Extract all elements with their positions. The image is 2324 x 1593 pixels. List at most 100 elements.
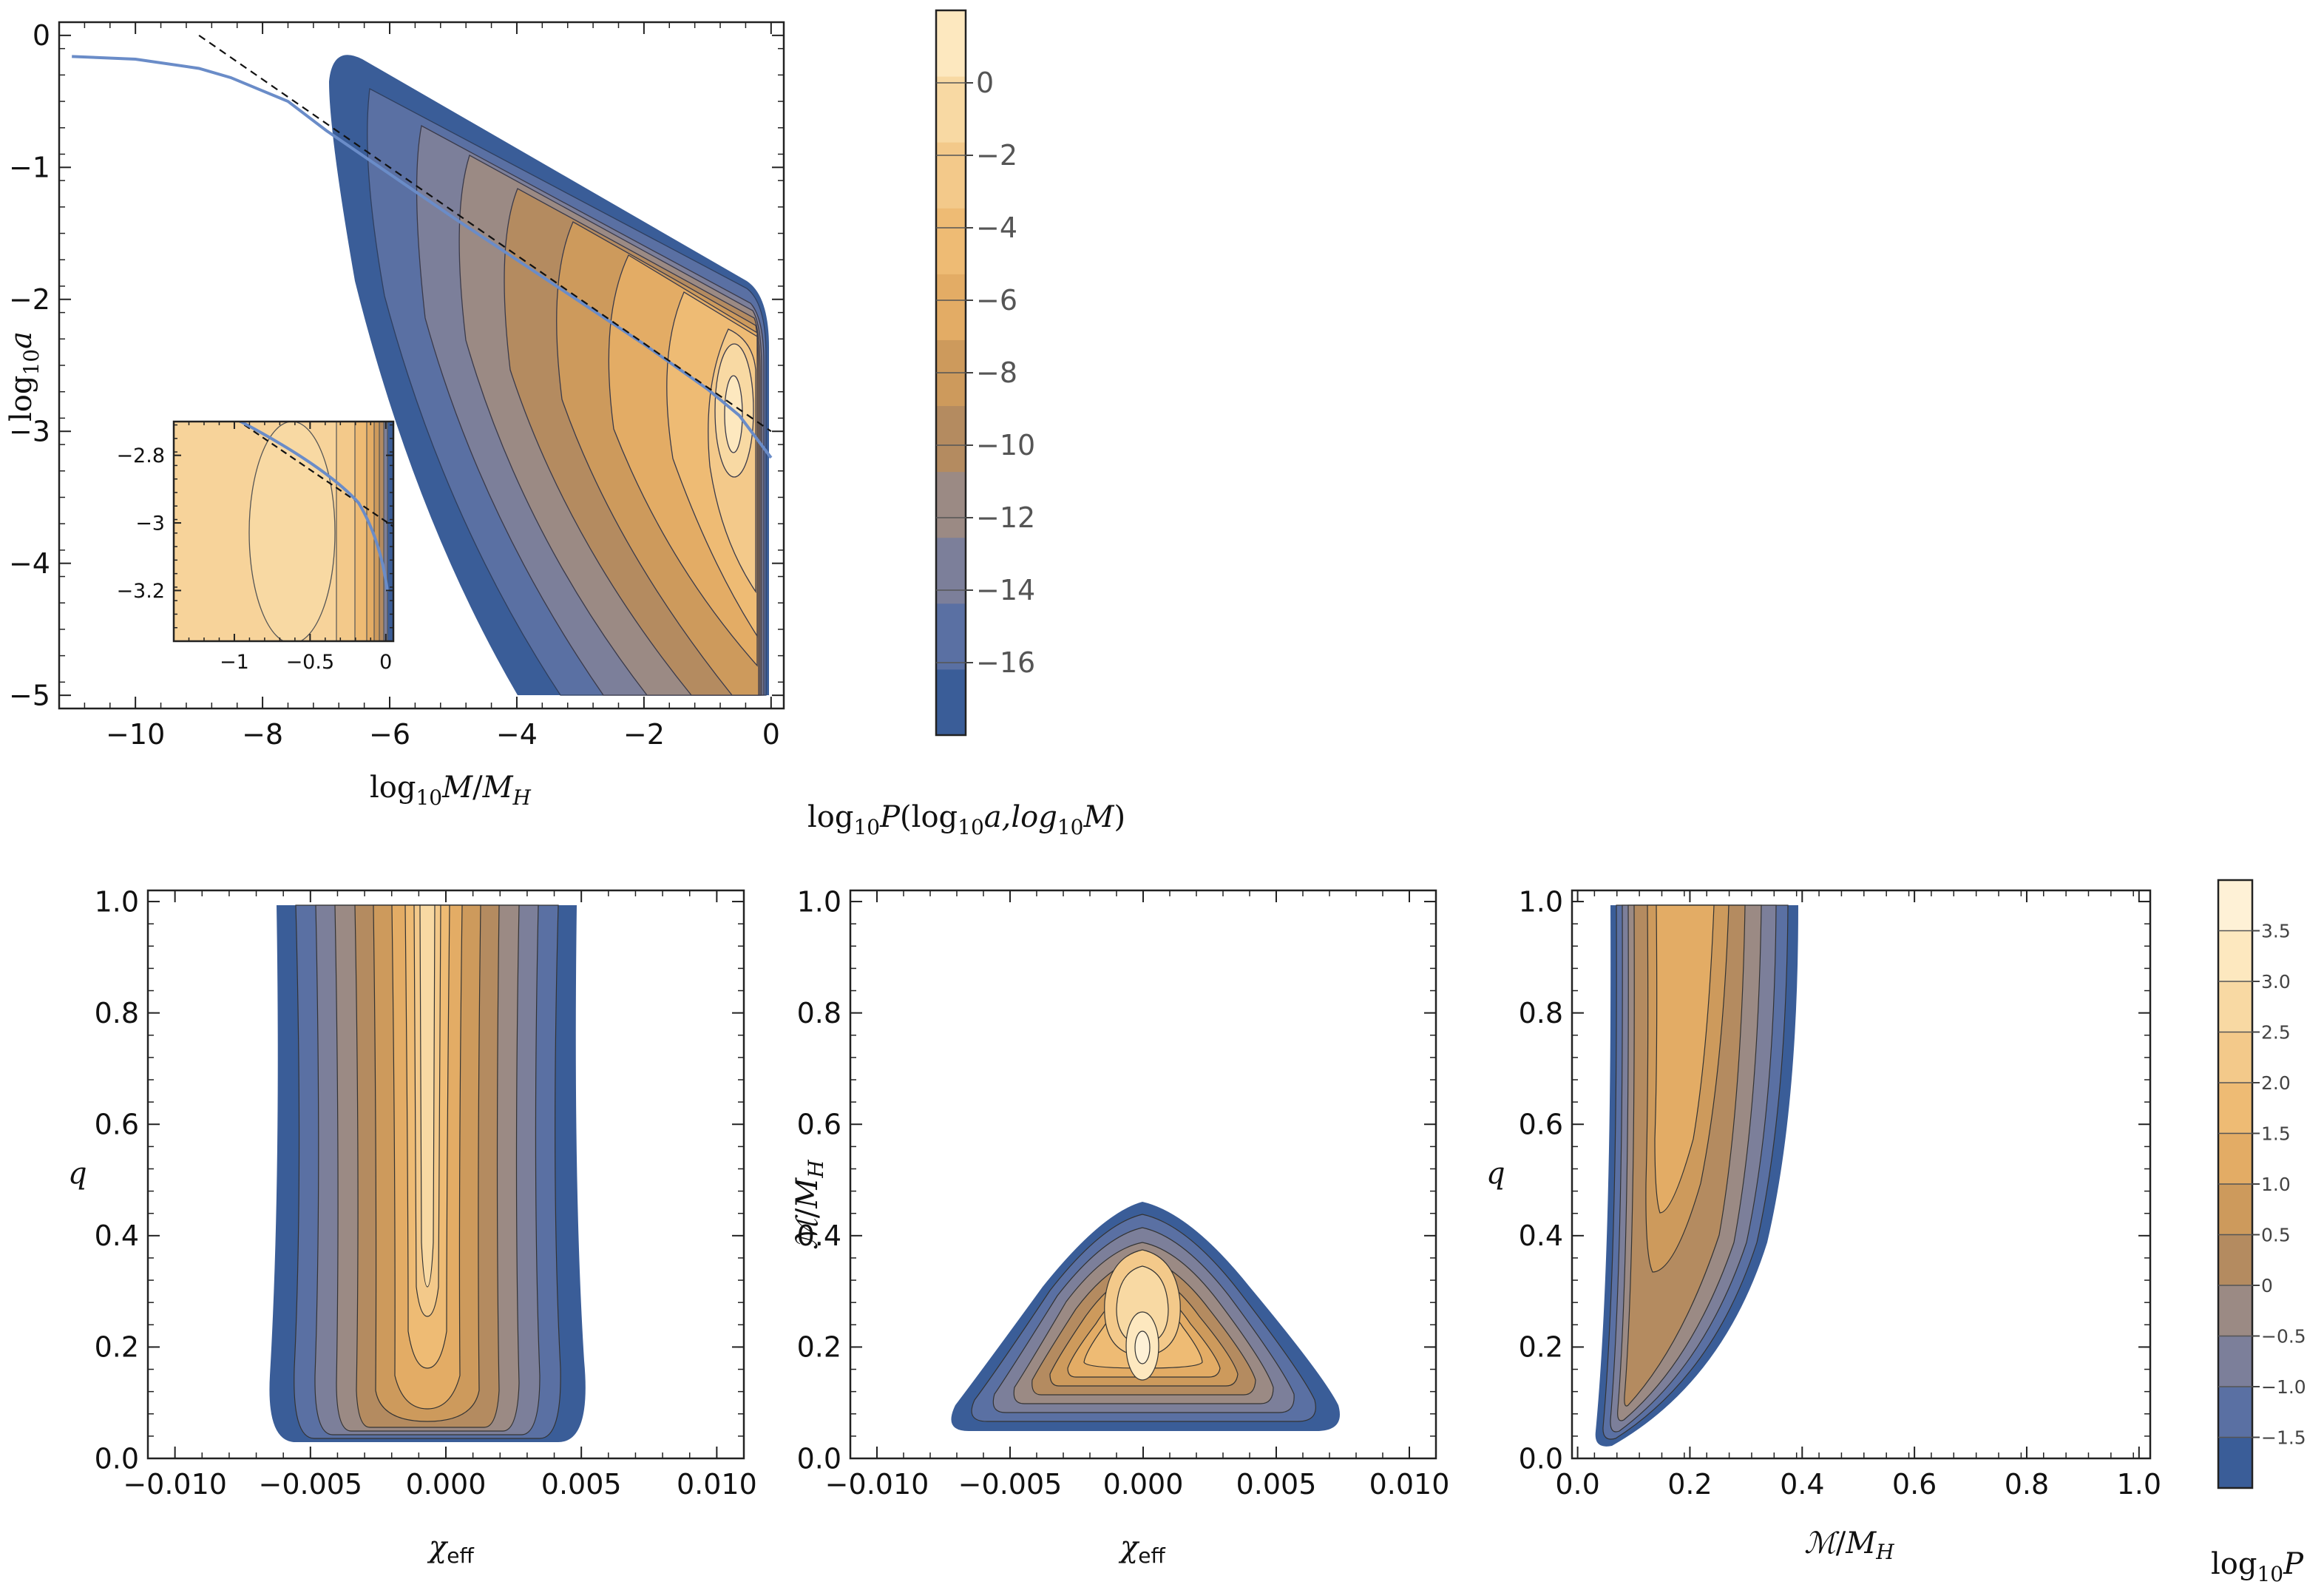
y-tick-label: −1 [9, 152, 50, 184]
colorbar-band [2218, 1387, 2252, 1438]
inset-solid-curve [237, 422, 389, 592]
colorbar-tick-label: 1.5 [2261, 1123, 2291, 1145]
solid-curve [72, 55, 773, 459]
x-tick-label: 0 [762, 718, 780, 751]
y-tick-label: 0.4 [797, 1220, 841, 1252]
x-tick-label: −4 [496, 718, 538, 751]
x-tick-label: −0.005 [258, 1468, 362, 1501]
top-left-ticks: −10 −8 −6 −4 −2 00−1−2−3−4−5 [9, 19, 784, 751]
y-tick-label: 0 [33, 19, 50, 52]
colorbar-band [2218, 1184, 2252, 1235]
bottom-middle-plot: −0.010 −0.005 0.000 0.005 0.010 0.0 0.2 0.4 0.6 0… [790, 885, 1449, 1568]
bottom-colorbar-ticks: 3.5 3.0 2.5 2.0 1.5 1.0 0.5 0 −0.5 −1.0 −1.5 [2218, 921, 2306, 1449]
colorbar-tick-label: −10 [976, 429, 1035, 461]
y-tick-label: −3.2 [116, 580, 165, 603]
inset-frame [172, 420, 395, 643]
colorbar-tick-label: 0 [2261, 1275, 2273, 1296]
colorbar-band [2218, 1437, 2252, 1489]
colorbar-tick-label: 2.0 [2261, 1072, 2291, 1094]
y-tick-label: 0.2 [1519, 1331, 1563, 1364]
top-colorbar: 0 −2 −4 −6 −8 −10 −12 −14 −16 log10P(log10a,log1… [807, 9, 1125, 839]
y-tick-label: −3 [135, 513, 165, 535]
colorbar-band [2218, 880, 2252, 931]
colorbar-band [936, 76, 966, 143]
colorbar-tick-label: −1.5 [2261, 1427, 2306, 1449]
y-tick-label: 0.2 [95, 1331, 139, 1364]
colorbar-tick-label: −6 [976, 284, 1017, 317]
colorbar-band [936, 10, 966, 77]
colorbar-tick-label: −16 [976, 646, 1035, 679]
x-tick-label: 0.8 [2005, 1468, 2049, 1501]
inset-band-7 [387, 422, 393, 641]
colorbar-tick-label: 1.0 [2261, 1174, 2291, 1195]
x-tick-label: 0.010 [1369, 1468, 1450, 1501]
colorbar-band [2218, 1234, 2252, 1286]
top-left-xlabel: log10M/MH [370, 771, 532, 810]
inset-ticks: −1 −0.5 0 −2.8 −3 −3.2 [116, 422, 393, 674]
y-tick-label: −3 [9, 416, 50, 448]
y-tick-label: −2 [9, 283, 50, 316]
bottom-middle-ticks: −0.010 −0.005 0.000 0.005 0.010 0.0 0.2 0.4 0.6 0… [797, 885, 1450, 1501]
colorbar-tick-label: −2 [976, 139, 1017, 172]
colorbar-tick-label: −12 [976, 501, 1035, 534]
x-tick-label: −0.010 [825, 1468, 929, 1501]
y-tick-label: 0.6 [797, 1109, 841, 1141]
top-colorbar-ticks: 0 −2 −4 −6 −8 −10 −12 −14 −16 [936, 67, 1035, 679]
bottom-colorbar-title: log10P [2211, 1547, 2304, 1586]
band-level-11 [724, 375, 743, 453]
y-tick-label: 0.4 [1519, 1220, 1563, 1252]
x-tick-label: −2 [623, 718, 665, 751]
bottom-left-xlabel: χeff [427, 1530, 474, 1568]
dashed-line [198, 34, 772, 433]
colorbar-band [2218, 1032, 2252, 1083]
top-left-contour-bands [329, 55, 769, 696]
colorbar-band [2218, 981, 2252, 1032]
colorbar-band [2218, 930, 2252, 982]
colorbar-band [936, 405, 966, 473]
colorbar-tick-label: 3.5 [2261, 921, 2291, 942]
y-tick-label: 0.6 [95, 1109, 139, 1141]
x-tick-label: 0.6 [1892, 1468, 1937, 1501]
colorbar-band [936, 274, 966, 340]
y-tick-label: 0.4 [95, 1220, 139, 1252]
x-tick-label: −0.005 [958, 1468, 1063, 1501]
colorbar-tick-label: 0.5 [2261, 1225, 2291, 1246]
bottom-middle-xlabel: χeff [1118, 1530, 1165, 1568]
bottom-colorbar: 3.5 3.0 2.5 2.0 1.5 1.0 0.5 0 −0.5 −1.0 −1.5 log10… [2211, 879, 2306, 1586]
bottom-middle-contours [951, 1202, 1340, 1431]
y-tick-label: 0.0 [797, 1442, 841, 1475]
x-tick-label: 1.0 [2117, 1468, 2161, 1501]
top-left-contours [72, 34, 773, 696]
bottom-left-ticks: −0.010 −0.005 0.000 0.005 0.010 0.0 0.2 0.4 0.6 0… [95, 885, 757, 1501]
colorbar-tick-label: −4 [976, 212, 1017, 244]
top-left-ylabel: log10a [4, 331, 44, 422]
y-tick-label: −4 [9, 547, 50, 580]
x-tick-label: 0.005 [1236, 1468, 1317, 1501]
top-left-plot: −10 −8 −6 −4 −2 0 0 −1 −2 −3 −4 −5 −1 −0.5 0 −2.8 −3 −3.… [4, 19, 785, 810]
colorbar-tick-label: −0.5 [2261, 1326, 2306, 1347]
x-tick-label: −0.010 [123, 1468, 227, 1501]
y-tick-label: 0.8 [797, 997, 841, 1029]
bottom-colorbar-bands [2218, 880, 2252, 1489]
x-tick-label: 0.0 [1555, 1468, 1599, 1501]
x-tick-label: −0.5 [286, 651, 335, 674]
y-tick-label: 1.0 [1519, 885, 1563, 918]
top-colorbar-bands [936, 10, 966, 736]
colorbar-band [936, 142, 966, 209]
br-band-7 [1654, 904, 1715, 1214]
colorbar-tick-label: −8 [976, 356, 1017, 389]
y-tick-label: 0.2 [797, 1331, 841, 1364]
x-tick-label: −6 [369, 718, 410, 751]
y-tick-label: 0.6 [1519, 1109, 1563, 1141]
x-tick-label: −1 [220, 651, 249, 674]
bottom-right-ylabel: q [1486, 1157, 1505, 1191]
colorbar-band [2218, 1133, 2252, 1185]
inset-plot: −1 −0.5 0 −2.8 −3 −3.2 [116, 420, 395, 674]
top-colorbar-title: log10P(log10a,log10M) [807, 800, 1125, 839]
y-tick-label: 0.8 [95, 997, 139, 1029]
y-tick-label: 0.0 [95, 1442, 139, 1475]
colorbar-tick-label: 0 [976, 67, 994, 99]
y-tick-label: 1.0 [797, 885, 841, 918]
colorbar-tick-label: −14 [976, 574, 1035, 606]
